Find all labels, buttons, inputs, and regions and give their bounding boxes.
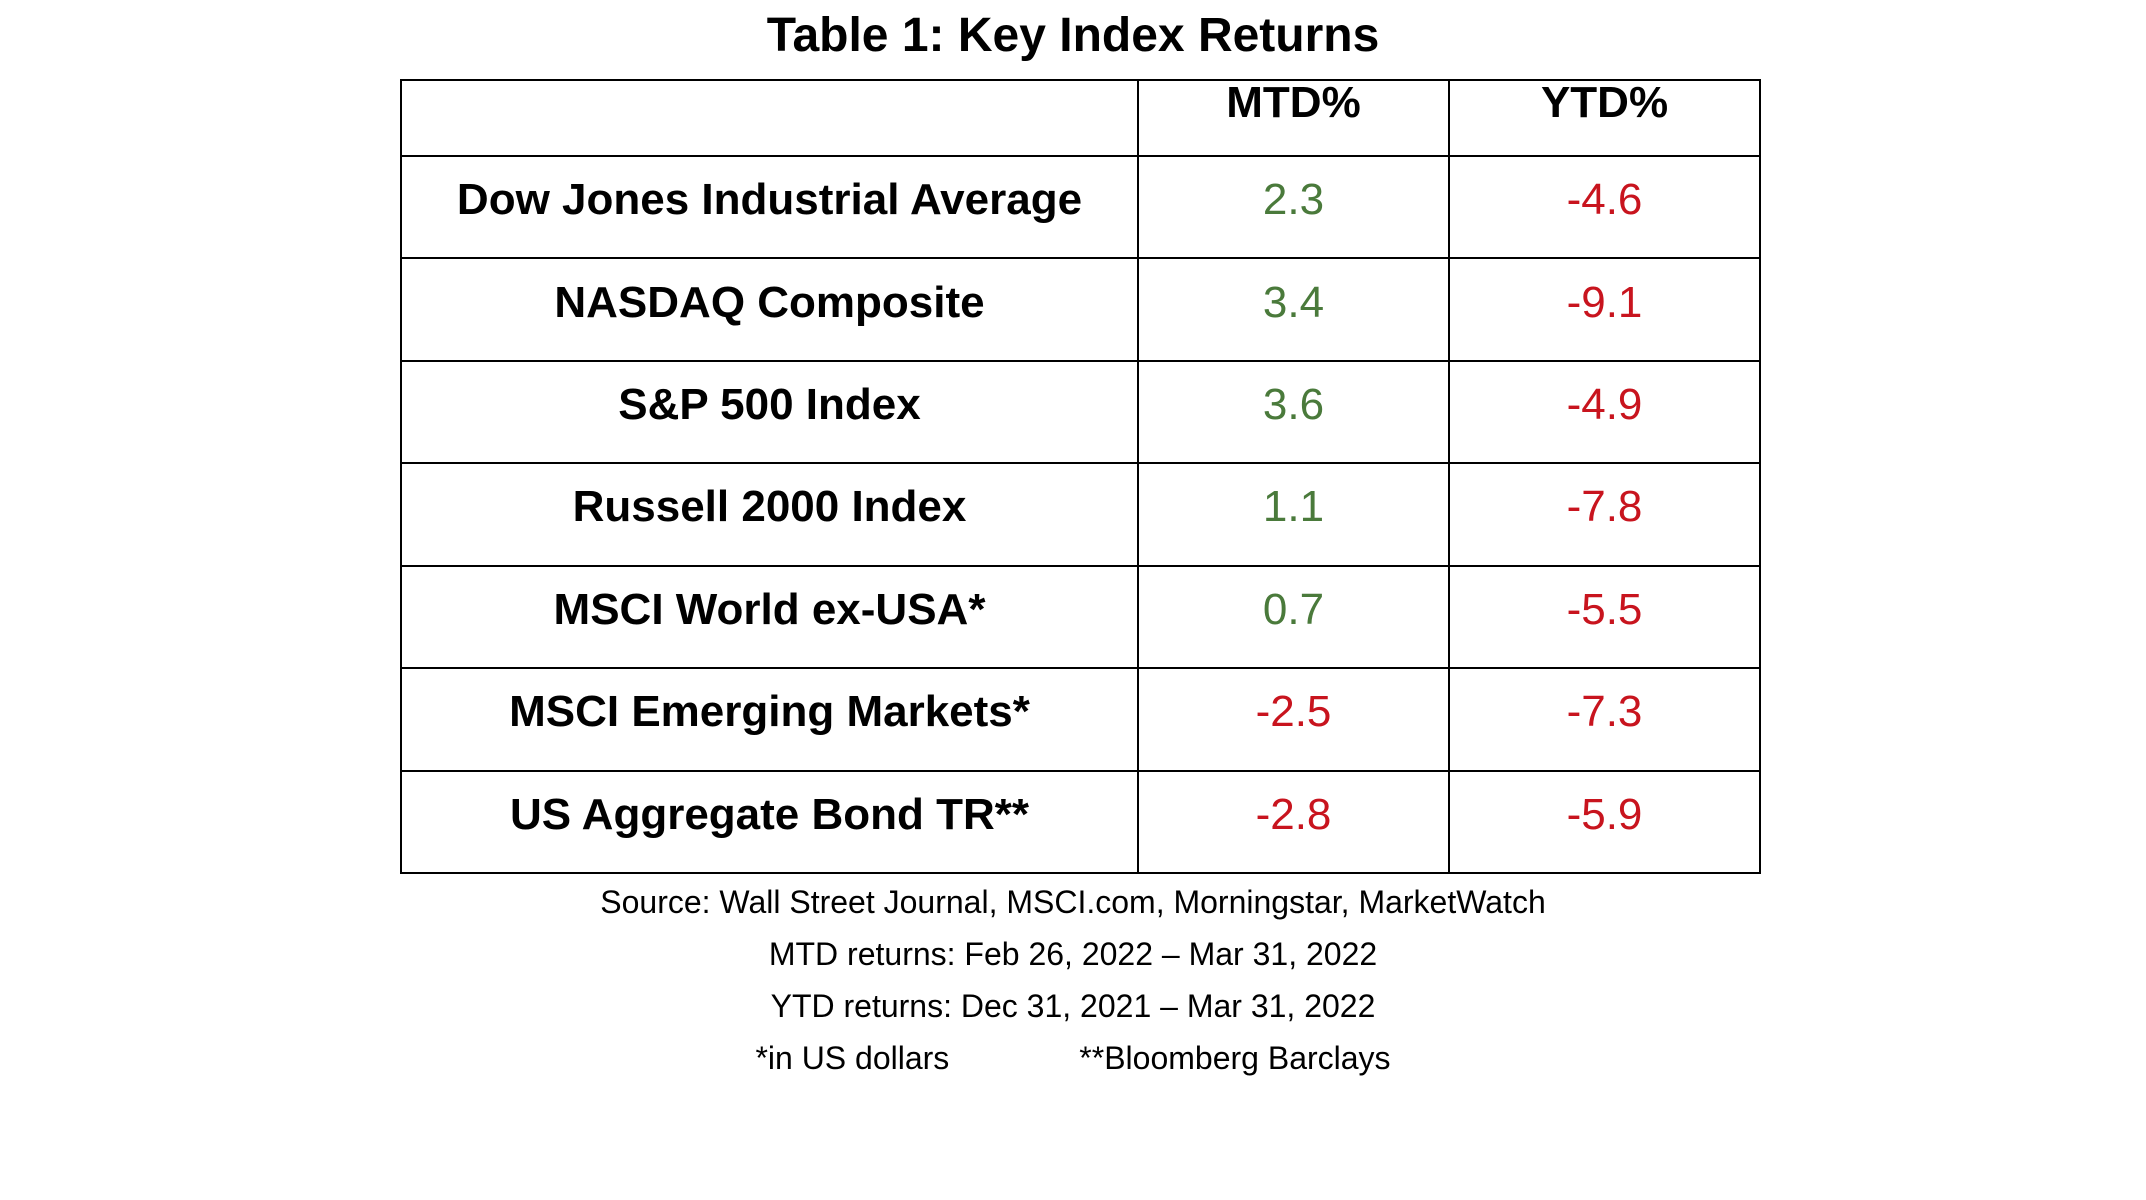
footnote-bloomberg: **Bloomberg Barclays	[1079, 1040, 1391, 1076]
header-index	[400, 79, 1139, 157]
table-row: S&P 500 Index 3.6 -4.9	[400, 359, 1761, 465]
ytd-value: -7.3	[1448, 667, 1761, 772]
table-row: MSCI World ex-USA* 0.7 -5.5	[400, 564, 1761, 670]
table-notes: Source: Wall Street Journal, MSCI.com, M…	[0, 876, 2146, 1084]
table-row: Russell 2000 Index 1.1 -7.8	[400, 462, 1761, 567]
index-name: MSCI World ex-USA*	[400, 564, 1139, 670]
table-row: NASDAQ Composite 3.4 -9.1	[400, 257, 1761, 362]
ytd-value: -4.6	[1448, 154, 1761, 260]
ytd-value: -7.8	[1448, 462, 1761, 567]
mtd-value: -2.8	[1137, 769, 1450, 875]
table-row: Dow Jones Industrial Average 2.3 -4.6	[400, 154, 1761, 260]
index-name: NASDAQ Composite	[400, 257, 1139, 362]
index-name: S&P 500 Index	[400, 359, 1139, 465]
footnotes: *in US dollars **Bloomberg Barclays	[0, 1032, 2146, 1084]
ytd-range-note: YTD returns: Dec 31, 2021 – Mar 31, 2022	[770, 988, 1376, 1024]
mtd-value: 0.7	[1137, 564, 1450, 670]
footnote-usd: *in US dollars	[755, 1040, 950, 1076]
source-note: Source: Wall Street Journal, MSCI.com, M…	[600, 884, 1546, 920]
index-name: Dow Jones Industrial Average	[400, 154, 1139, 260]
table-row: US Aggregate Bond TR** -2.8 -5.9	[400, 769, 1761, 875]
ytd-value: -5.9	[1448, 769, 1761, 875]
index-returns-table: MTD% YTD% Dow Jones Industrial Average 2…	[400, 79, 1761, 875]
index-name: MSCI Emerging Markets*	[400, 667, 1139, 772]
index-name: US Aggregate Bond TR**	[400, 769, 1139, 875]
mtd-value: -2.5	[1137, 667, 1450, 772]
header-ytd: YTD%	[1448, 79, 1761, 157]
mtd-value: 3.4	[1137, 257, 1450, 362]
ytd-value: -9.1	[1448, 257, 1761, 362]
header-row: MTD% YTD%	[400, 79, 1761, 157]
index-name: Russell 2000 Index	[400, 462, 1139, 567]
mtd-value: 1.1	[1137, 462, 1450, 567]
mtd-range-note: MTD returns: Feb 26, 2022 – Mar 31, 2022	[768, 936, 1378, 972]
mtd-value: 3.6	[1137, 359, 1450, 465]
table-row: MSCI Emerging Markets* -2.5 -7.3	[400, 667, 1761, 772]
header-mtd: MTD%	[1137, 79, 1450, 157]
ytd-value: -4.9	[1448, 359, 1761, 465]
ytd-value: -5.5	[1448, 564, 1761, 670]
mtd-value: 2.3	[1137, 154, 1450, 260]
page-title: Table 1: Key Index Returns	[766, 9, 1380, 62]
